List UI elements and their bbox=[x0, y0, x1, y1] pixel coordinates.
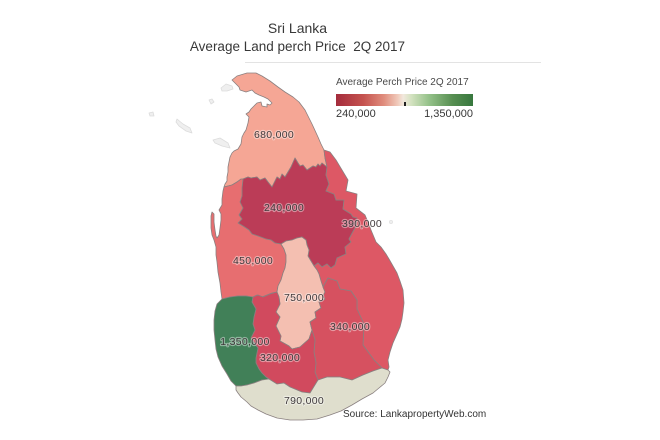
svg-text:240,000: 240,000 bbox=[264, 202, 304, 214]
svg-text:340,000: 340,000 bbox=[330, 321, 370, 333]
svg-text:450,000: 450,000 bbox=[233, 255, 273, 267]
svg-text:750,000: 750,000 bbox=[284, 292, 324, 304]
svg-text:790,000: 790,000 bbox=[284, 395, 324, 407]
svg-text:390,000: 390,000 bbox=[342, 218, 382, 230]
svg-text:320,000: 320,000 bbox=[260, 352, 300, 364]
svg-text:1,350,000: 1,350,000 bbox=[220, 336, 269, 348]
svg-text:680,000: 680,000 bbox=[254, 129, 294, 141]
